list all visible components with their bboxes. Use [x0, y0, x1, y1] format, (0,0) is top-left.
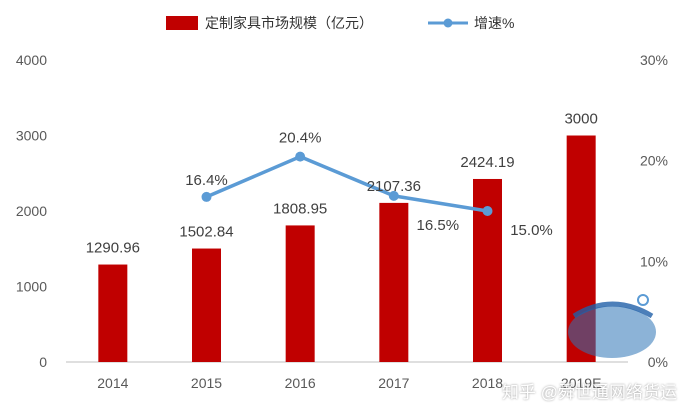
bar-value-label: 2107.36: [367, 178, 421, 195]
y-left-tick-label: 4000: [16, 52, 47, 68]
y-left-tick-label: 2000: [16, 203, 47, 219]
bar-value-label: 3000: [564, 111, 597, 128]
bar-value-label: 2424.19: [460, 154, 514, 171]
y-left-tick-label: 0: [39, 354, 47, 370]
bar-value-label: 1290.96: [86, 240, 140, 257]
y-axis-right: 0% 10% 20% 30%: [640, 52, 668, 370]
growth-point: [295, 151, 306, 162]
x-tick-label: 2014: [97, 375, 128, 391]
y-right-tick-label: 20%: [640, 153, 668, 169]
growth-value-label: 16.5%: [417, 217, 460, 234]
x-tick-label: 2019E: [561, 375, 601, 391]
growth-point: [201, 191, 212, 202]
legend-bar-label: 定制家具市场规模（亿元）: [205, 15, 373, 31]
x-tick-label: 2016: [285, 375, 316, 391]
growth-point: [388, 190, 399, 201]
watermark-text: 知乎 @舜世通网络货运: [502, 383, 677, 402]
legend-line-marker: [443, 18, 453, 28]
line-series: [201, 151, 493, 216]
y-axis-left: 0 1000 2000 3000 4000: [16, 52, 47, 370]
bar: [285, 225, 315, 362]
legend-line-label: 增速%: [474, 15, 514, 31]
bar: [192, 248, 221, 362]
x-axis: 2014 2015 2016 2017 2018 2019E: [97, 375, 601, 391]
growth-value-label: 16.4%: [185, 172, 228, 189]
bar-series: [98, 135, 596, 362]
x-tick-label: 2017: [378, 375, 409, 391]
growth-value-label: 15.0%: [510, 222, 553, 239]
growth-value-label: 20.4%: [279, 130, 322, 147]
legend-bar-swatch: [166, 16, 198, 30]
bar: [379, 202, 409, 362]
y-left-tick-label: 3000: [16, 128, 47, 144]
line-data-labels: 16.4% 20.4% 16.5% 15.0%: [185, 130, 553, 239]
y-right-tick-label: 30%: [640, 52, 668, 68]
growth-point: [482, 206, 493, 216]
y-right-tick-label: 10%: [640, 253, 668, 269]
sst-logo-icon: [568, 294, 656, 358]
growth-line: [205, 154, 488, 213]
bar-data-labels: 1290.96 1502.84 1808.95 2107.36 2424.19 3000: [86, 111, 598, 257]
bar-value-label: 1808.95: [273, 200, 327, 217]
legend: 定制家具市场规模（亿元） 增速%: [166, 15, 514, 31]
bar: [98, 264, 128, 362]
y-right-tick-label: 0%: [648, 354, 668, 370]
x-tick-label: 2018: [472, 375, 503, 391]
bar-value-label: 1502.84: [179, 224, 233, 241]
y-left-tick-label: 1000: [16, 279, 47, 295]
x-tick-label: 2015: [191, 375, 222, 391]
